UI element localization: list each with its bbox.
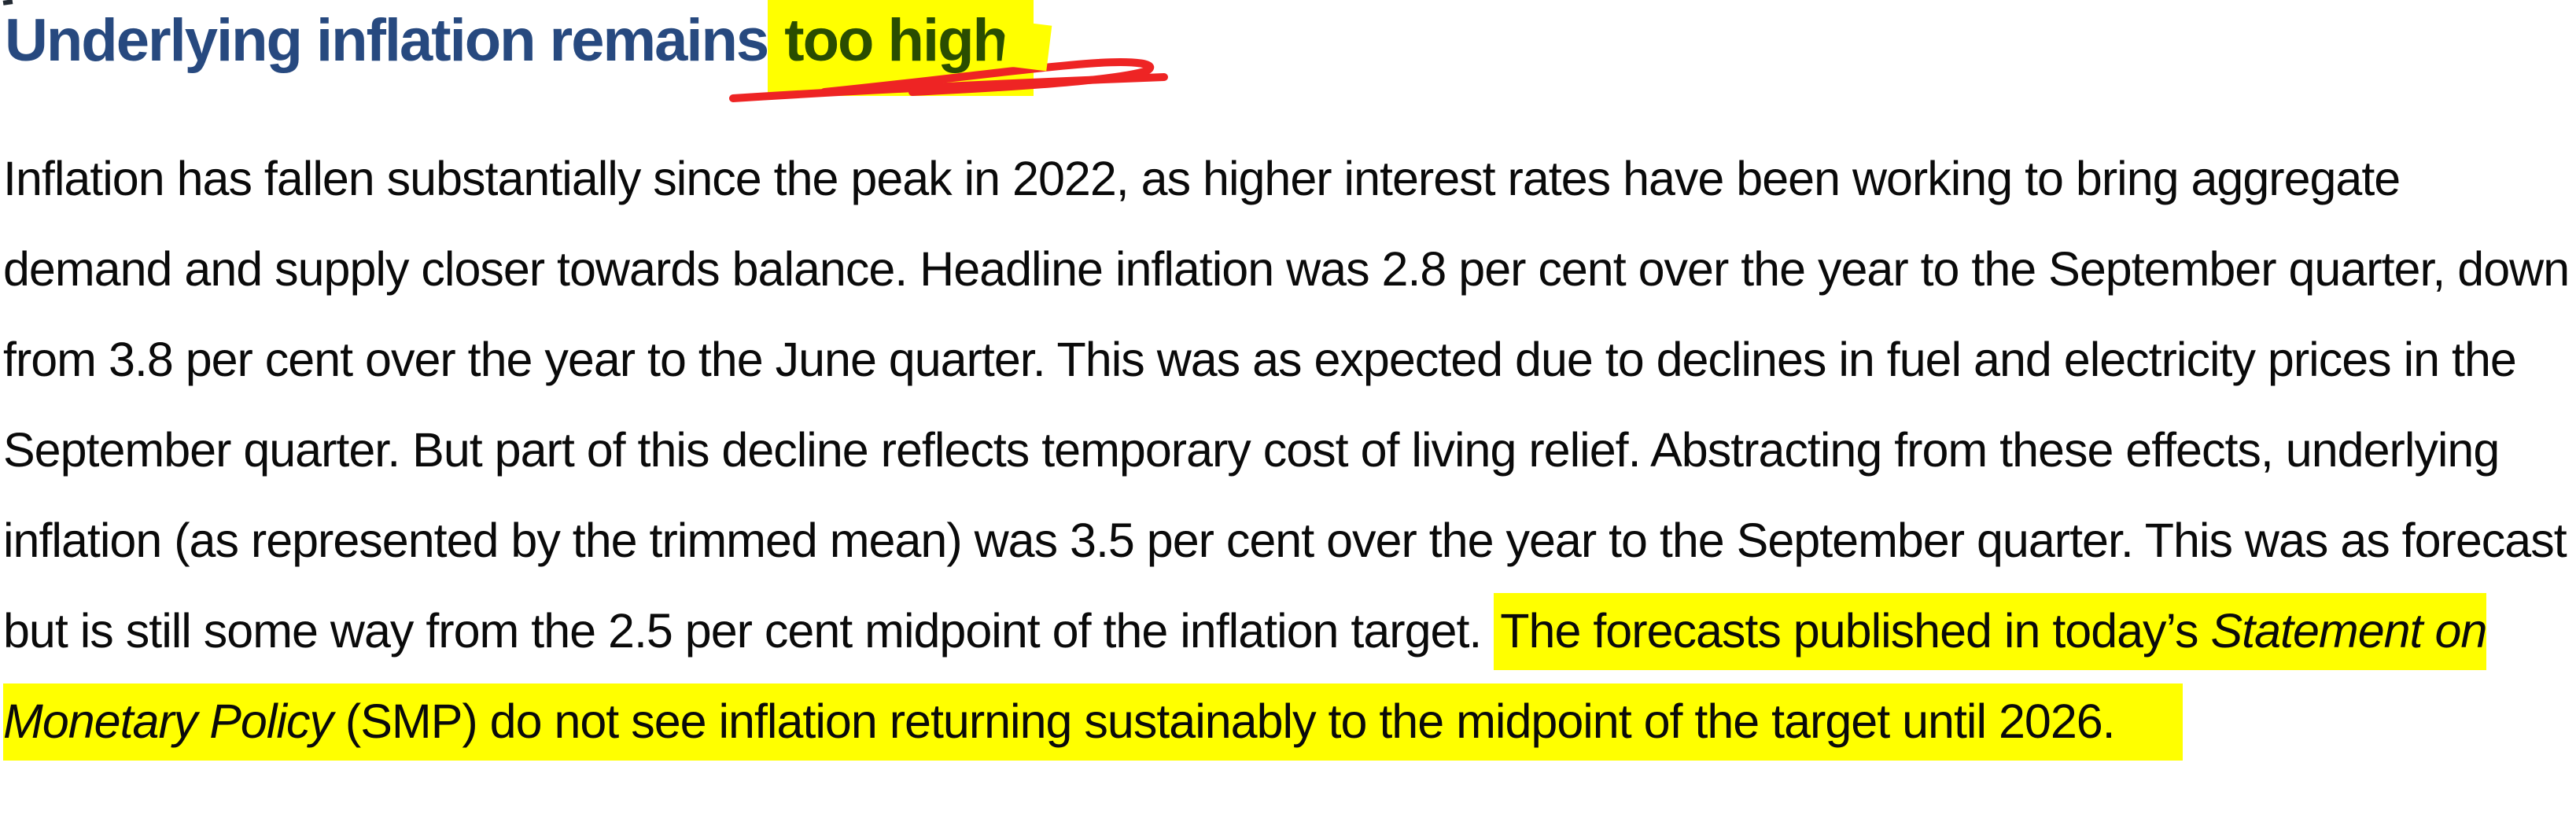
paragraph-text: Inflation has fallen substantially since… [3,152,2570,658]
page-title-normal-text: Underlying inflation remains [5,7,769,74]
smp-title-italic: Statement on Monetary Policy [3,604,2487,748]
page-title-highlight: too high. [729,0,1169,102]
body-paragraph: Inflation has fallen substantially since… [0,134,2576,767]
highlight-lead-text: The forecasts published in today’s [1500,604,2211,658]
highlight-tail-text: (SMP) do not see inflation returning sus… [332,694,2116,748]
page-title: Underlying inflation remains too high. [0,0,2576,102]
page-title-highlighted-text: too high. [769,7,1024,74]
